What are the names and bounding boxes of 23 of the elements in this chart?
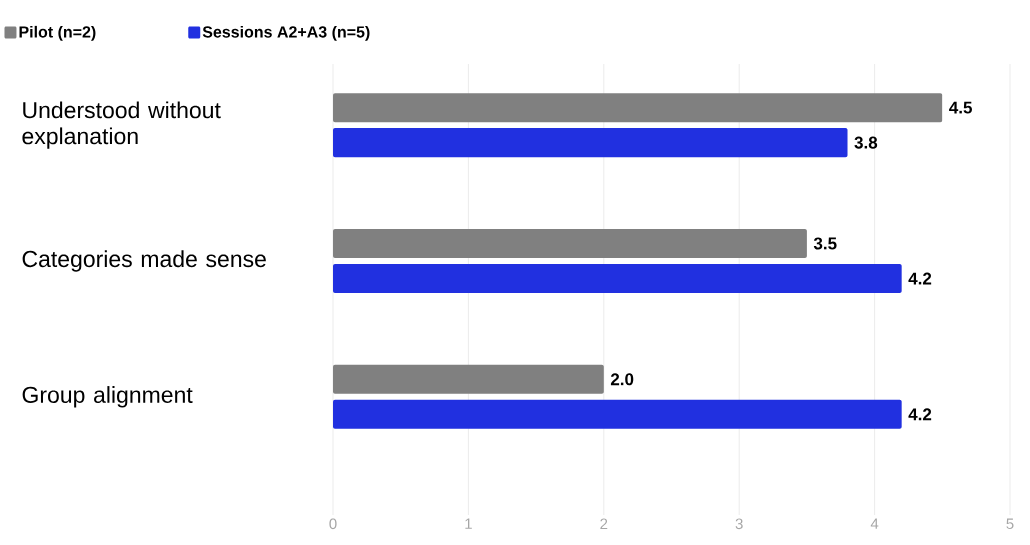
y-tick-label: Categories made sense [22,250,266,272]
x-tick-label: 3 [735,518,743,530]
bar [333,263,902,293]
bar [333,93,943,123]
data-label: 3.8 [854,136,878,149]
bar [333,128,848,158]
x-tick-label: 2 [600,518,608,529]
bar [333,399,902,429]
x-tick-label: 1 [465,518,472,529]
bar [333,228,807,258]
data-label: 3.5 [813,237,837,250]
data-label: 4.5 [949,101,972,114]
x-tick-label: 5 [1006,518,1014,529]
data-label: 4.2 [908,408,932,421]
legend-label: Pilot (n=2) [19,25,96,41]
legend-label: Sessions A2+A3 (n=5) [202,25,370,41]
bar [333,364,604,394]
data-label: 2.0 [610,373,634,386]
x-tick-label: 4 [870,518,879,529]
x-tick-label: 0 [329,518,337,530]
y-tick-label: Understood without explanation [22,101,221,149]
data-label: 4.2 [908,272,932,285]
y-tick-label: Group alignment [22,386,193,408]
